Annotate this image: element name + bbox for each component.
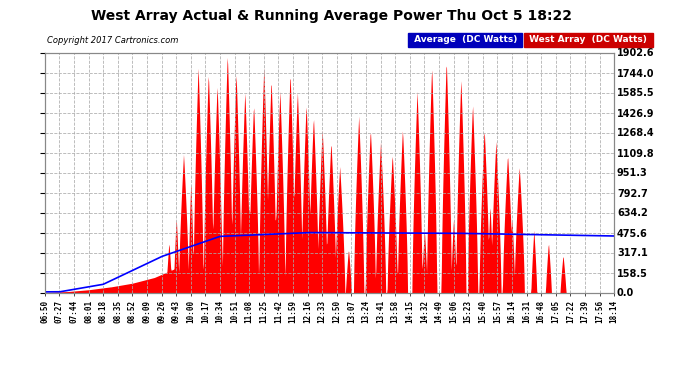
Text: Average  (DC Watts): Average (DC Watts) <box>411 35 520 44</box>
Text: West Array Actual & Running Average Power Thu Oct 5 18:22: West Array Actual & Running Average Powe… <box>90 9 572 23</box>
Text: West Array  (DC Watts): West Array (DC Watts) <box>526 35 651 44</box>
Text: Copyright 2017 Cartronics.com: Copyright 2017 Cartronics.com <box>47 36 178 45</box>
